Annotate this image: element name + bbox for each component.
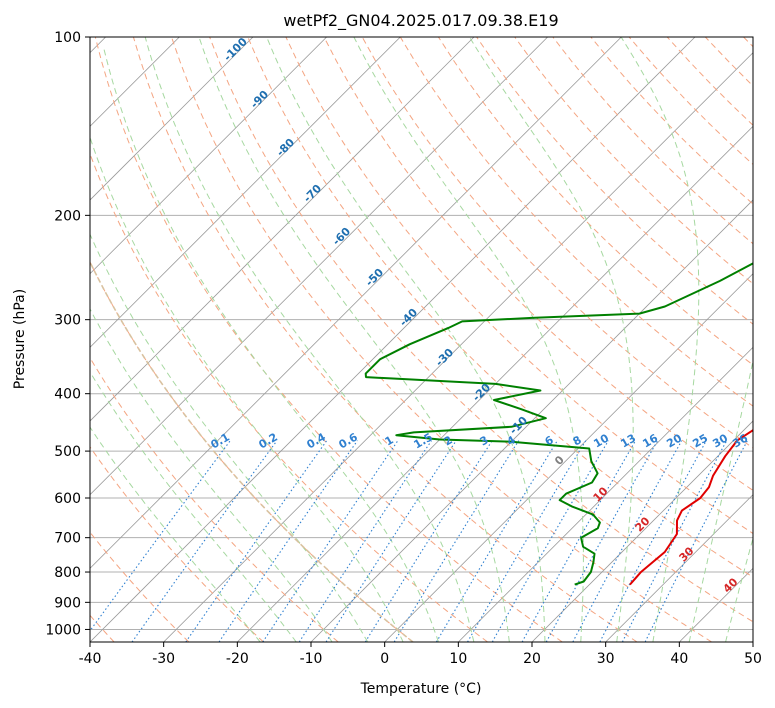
x-tick-label: -20 bbox=[226, 651, 249, 667]
isotherm-line bbox=[531, 420, 753, 642]
chart-title: wetPf2_GN04.2025.017.09.38.E19 bbox=[283, 11, 558, 31]
mixing-ratio-line bbox=[521, 440, 637, 642]
y-tick-label: 700 bbox=[54, 531, 81, 547]
x-axis-label: Temperature (°C) bbox=[360, 681, 482, 697]
isotherm-line bbox=[163, 52, 753, 642]
moist-adiabat bbox=[198, 37, 510, 642]
isotherm-line bbox=[90, 37, 254, 201]
mixing-ratio-line bbox=[185, 440, 328, 642]
moist-adiabat bbox=[688, 358, 753, 642]
y-axis: 100 200 300 400 500 600 700 800 900 1000 bbox=[45, 30, 90, 638]
moist-adiabat bbox=[90, 135, 404, 642]
moist-adiabat bbox=[90, 308, 333, 642]
reference-adiabat bbox=[90, 260, 414, 642]
mixing-ratio-line bbox=[435, 440, 558, 642]
plot-grid bbox=[90, 37, 753, 642]
dry-adiabat bbox=[132, 37, 638, 642]
dry-adiabat bbox=[90, 356, 339, 642]
moist-adiabat bbox=[90, 426, 261, 642]
isotherm-line bbox=[90, 37, 401, 348]
y-tick-label: 300 bbox=[54, 313, 81, 329]
mixing-ratio-line bbox=[572, 440, 683, 642]
isotherm-line bbox=[90, 37, 622, 569]
dry-adiabat bbox=[90, 446, 264, 642]
y-tick-label: 1000 bbox=[45, 622, 81, 638]
x-tick-label: 0 bbox=[380, 651, 389, 667]
dry-adiabat bbox=[514, 37, 753, 285]
plot-series bbox=[364, 262, 753, 586]
isotherm-line bbox=[384, 273, 753, 642]
moist-adiabat bbox=[144, 37, 475, 642]
x-tick-label: 40 bbox=[670, 651, 688, 667]
isotherm-line bbox=[90, 37, 475, 422]
mixing-ratio-line bbox=[131, 440, 278, 642]
dry-adiabat bbox=[285, 37, 753, 535]
x-tick-label: -10 bbox=[300, 651, 323, 667]
plot-frame bbox=[89, 36, 754, 643]
dry-adiabat bbox=[247, 37, 753, 578]
dry-adiabat bbox=[209, 37, 753, 623]
mixing-ratio-line bbox=[467, 440, 587, 642]
dry-adiabat bbox=[476, 37, 753, 325]
moist-adiabat bbox=[725, 536, 753, 642]
x-tick-label: 50 bbox=[744, 651, 762, 667]
isotherm-line bbox=[605, 494, 753, 642]
moist-adiabat bbox=[266, 37, 546, 642]
moist-adiabat bbox=[620, 37, 700, 642]
temperature-profile bbox=[629, 429, 753, 586]
y-axis-label: Pressure (hPa) bbox=[12, 289, 28, 389]
isotherm-line bbox=[90, 37, 327, 275]
y-tick-label: 200 bbox=[54, 208, 81, 224]
y-tick-label: 800 bbox=[54, 565, 81, 581]
dewpoint-profile bbox=[364, 262, 753, 586]
dry-adiabat bbox=[94, 37, 563, 642]
mixing-ratio-line bbox=[262, 440, 399, 642]
x-tick-label: -40 bbox=[79, 651, 102, 667]
mixing-ratio-line bbox=[545, 440, 659, 642]
isotherm-line bbox=[90, 37, 696, 642]
mixing-ratio-line bbox=[364, 440, 493, 642]
moist-adiabat bbox=[90, 233, 369, 642]
y-tick-label: 400 bbox=[54, 387, 81, 403]
y-tick-label: 600 bbox=[54, 491, 81, 507]
mixing-ratio-line bbox=[218, 440, 358, 642]
mixing-ratio-line bbox=[393, 440, 520, 642]
isotherm-line bbox=[458, 346, 753, 642]
moist-adiabat bbox=[90, 370, 297, 642]
x-tick-label: 10 bbox=[449, 651, 467, 667]
x-tick-label: -30 bbox=[152, 651, 175, 667]
y-tick-label: 500 bbox=[54, 444, 81, 460]
mixing-ratio-line bbox=[298, 440, 432, 642]
y-tick-label: 900 bbox=[54, 595, 81, 611]
dry-adiabat bbox=[171, 37, 712, 642]
x-tick-label: 20 bbox=[523, 651, 541, 667]
isotherm-line bbox=[237, 125, 753, 642]
mixing-ratio-line bbox=[325, 440, 457, 642]
isotherm-line bbox=[90, 37, 548, 496]
moist-adiabat bbox=[103, 49, 439, 642]
y-tick-label: 100 bbox=[54, 30, 81, 46]
dry-adiabat bbox=[323, 37, 753, 491]
mixing-ratio-line bbox=[644, 440, 748, 642]
x-axis: -40 -30 -20 -10 0 10 20 30 40 50 bbox=[79, 642, 762, 667]
x-tick-label: 30 bbox=[597, 651, 615, 667]
mixing-ratio-line bbox=[90, 440, 231, 632]
